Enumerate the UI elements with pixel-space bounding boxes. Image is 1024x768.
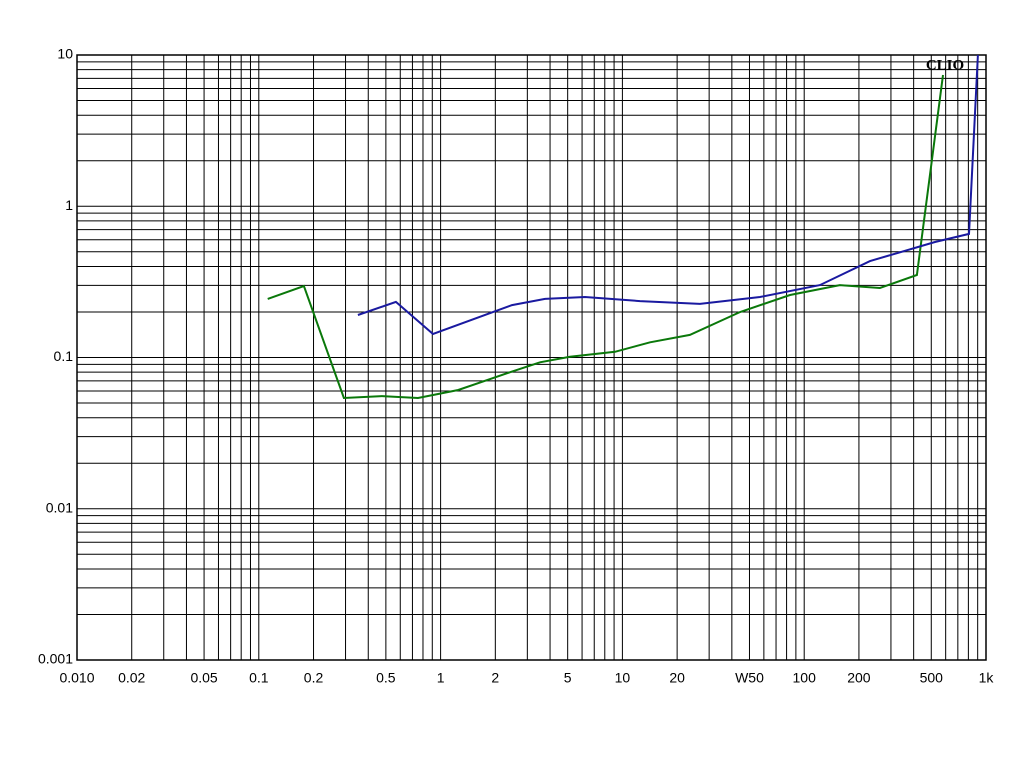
series-line: [267, 74, 944, 400]
x-tick-label: 200: [847, 670, 871, 686]
series-line: [357, 54, 979, 336]
x-tick-label: 0.05: [190, 670, 217, 686]
x-tick-label: 1k: [979, 670, 995, 686]
x-tick-label: 5: [564, 670, 572, 686]
x-tick-label: 10: [615, 670, 631, 686]
x-tick-label: 100: [793, 670, 817, 686]
y-tick-label: 0.01: [46, 499, 73, 515]
x-tick-label: 0.1: [249, 670, 269, 686]
y-tick-label: 1: [65, 197, 73, 213]
x-tick-label: 0.02: [118, 670, 145, 686]
y-tick-label: 0.001: [38, 651, 73, 667]
x-tick-label: 1: [437, 670, 445, 686]
x-tick-label: 0.5: [376, 670, 396, 686]
x-tick-label: 500: [920, 670, 944, 686]
x-tick-label: 0.2: [304, 670, 324, 686]
x-tick-label: 0.010: [59, 670, 94, 686]
x-tick-label: 2: [491, 670, 499, 686]
y-tick-label: 0.1: [54, 348, 74, 364]
x-tick-label: 20: [669, 670, 685, 686]
annotation: CLIO: [926, 57, 964, 73]
y-tick-label: 10: [57, 46, 73, 62]
x-tick-label: W50: [735, 670, 764, 686]
